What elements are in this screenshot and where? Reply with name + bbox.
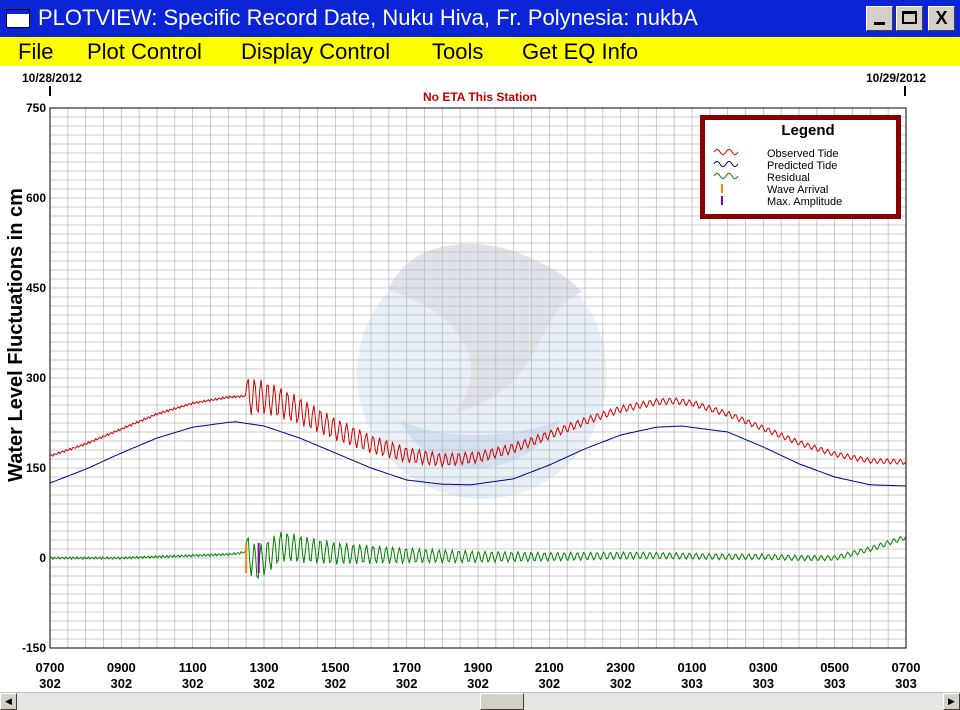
x-axis-ticks: 0700302090030211003021300302150030217003… — [36, 660, 921, 691]
legend-max-amplitude-label: Max. Amplitude — [767, 196, 842, 208]
x-tick-day: 302 — [253, 676, 275, 691]
legend: Legend Observed Tide Predicted Tide Resi… — [700, 115, 901, 219]
series-residual — [49, 531, 907, 580]
y-tick-label: -150 — [22, 641, 46, 655]
y-tick-label: 300 — [26, 371, 46, 385]
x-tick-day: 302 — [538, 676, 560, 691]
x-tick-day: 302 — [39, 676, 61, 691]
x-tick-day: 302 — [467, 676, 489, 691]
x-tick-time: 0500 — [820, 660, 849, 675]
y-tick-label: 150 — [26, 461, 46, 475]
x-tick-time: 1500 — [321, 660, 350, 675]
legend-swatch-residual — [713, 173, 739, 179]
legend-swatch-predicted — [713, 161, 739, 167]
minimize-button[interactable] — [866, 6, 893, 31]
x-tick-time: 1700 — [392, 660, 421, 675]
y-tick-label: 600 — [26, 191, 46, 205]
x-tick-time: 0700 — [36, 660, 65, 675]
horizontal-scrollbar[interactable]: ◀ ▶ — [0, 692, 960, 710]
series-layer — [49, 379, 907, 580]
x-tick-time: 1100 — [179, 660, 207, 675]
window-title: PLOTVIEW: Specific Record Date, Nuku Hiv… — [38, 5, 698, 30]
app-window-icon[interactable] — [6, 9, 30, 28]
x-tick-time: 2100 — [535, 660, 564, 675]
x-tick-time: 2300 — [606, 660, 635, 675]
x-tick-time: 0100 — [678, 660, 707, 675]
x-tick-day: 302 — [182, 676, 204, 691]
x-tick-day: 302 — [324, 676, 346, 691]
x-tick-time: 1900 — [464, 660, 493, 675]
x-tick-time: 0300 — [749, 660, 778, 675]
menu-get-eq-info[interactable]: Get EQ Info — [522, 39, 639, 64]
series-predicted-tide — [49, 421, 906, 487]
y-tick-label: 450 — [26, 281, 46, 295]
menu-tools[interactable]: Tools — [432, 39, 484, 64]
legend-title: Legend — [781, 122, 834, 139]
menu-file[interactable]: File — [18, 39, 54, 64]
event-markers — [245, 543, 260, 573]
close-button[interactable]: X — [928, 6, 955, 31]
x-tick-time: 1300 — [250, 660, 279, 675]
plot-grid — [50, 108, 906, 648]
x-tick-day: 303 — [824, 676, 846, 691]
end-date-label: 10/29/2012 — [866, 71, 926, 85]
y-axis-ticks: -150 0 150 300 450 600 750 — [22, 101, 46, 655]
maximize-button[interactable] — [896, 6, 923, 31]
menu-bar: File Plot Control Display Control Tools … — [0, 37, 960, 66]
start-date-label: 10/28/2012 — [22, 71, 82, 85]
menu-plot-control[interactable]: Plot Control — [87, 39, 202, 64]
legend-predicted-label: Predicted Tide — [767, 160, 837, 172]
legend-observed-label: Observed Tide — [767, 148, 839, 160]
minimize-icon — [874, 22, 885, 25]
scroll-thumb[interactable] — [480, 693, 524, 710]
x-tick-day: 302 — [110, 676, 132, 691]
plot-frame — [49, 107, 907, 649]
x-tick-day: 303 — [681, 676, 703, 691]
maximize-icon — [902, 11, 917, 24]
y-axis-label: Water Level Fluctuations in cm — [5, 188, 27, 482]
menu-display-control[interactable]: Display Control — [241, 39, 391, 64]
x-tick-day: 302 — [610, 676, 632, 691]
x-tick-day: 303 — [752, 676, 774, 691]
legend-swatch-observed — [713, 149, 739, 155]
x-tick-time: 0700 — [892, 660, 921, 675]
legend-residual-label: Residual — [767, 172, 810, 184]
x-tick-time: 0900 — [107, 660, 136, 675]
x-tick-day: 303 — [895, 676, 917, 691]
title-bar: PLOTVIEW: Specific Record Date, Nuku Hiv… — [0, 0, 960, 37]
series-observed-tide — [49, 379, 907, 469]
eta-note: No ETA This Station — [423, 90, 537, 104]
legend-wave-arrival-label: Wave Arrival — [767, 184, 828, 196]
scroll-right-arrow-icon[interactable]: ▶ — [943, 693, 960, 710]
y-tick-label: 0 — [39, 551, 46, 565]
scroll-left-arrow-icon[interactable]: ◀ — [0, 693, 17, 710]
tide-plot: 10/28/2012 10/29/2012 No ETA This Statio… — [0, 66, 960, 692]
y-tick-label: 750 — [26, 101, 46, 115]
x-tick-day: 302 — [396, 676, 418, 691]
